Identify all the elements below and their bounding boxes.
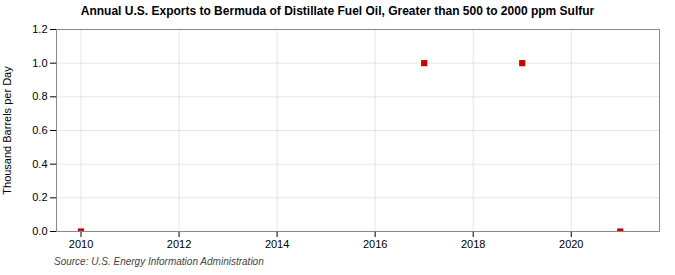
svg-text:2018: 2018 [461,238,485,250]
svg-text:2012: 2012 [167,238,191,250]
svg-text:0.6: 0.6 [32,124,47,136]
svg-text:2016: 2016 [363,238,387,250]
svg-text:0.8: 0.8 [32,90,47,102]
html-text:Source: U.S. Energy Informatio: Source: U.S. Energy Information Administ… [54,256,264,267]
svg-text:Thousand Barrels per Day: Thousand Barrels per Day [1,66,13,195]
svg-text:1.0: 1.0 [32,57,47,69]
html-text:Annual U.S. Exports to Bermuda: Annual U.S. Exports to Bermuda of Distil… [80,4,595,18]
svg-text:0.2: 0.2 [32,191,47,203]
svg-text:0.0: 0.0 [32,225,47,237]
svg-text:2020: 2020 [559,238,583,250]
svg-text:2010: 2010 [69,238,93,250]
svg-text:0.4: 0.4 [32,158,47,170]
svg-text:1.2: 1.2 [32,23,47,35]
svg-text:2014: 2014 [265,238,289,250]
